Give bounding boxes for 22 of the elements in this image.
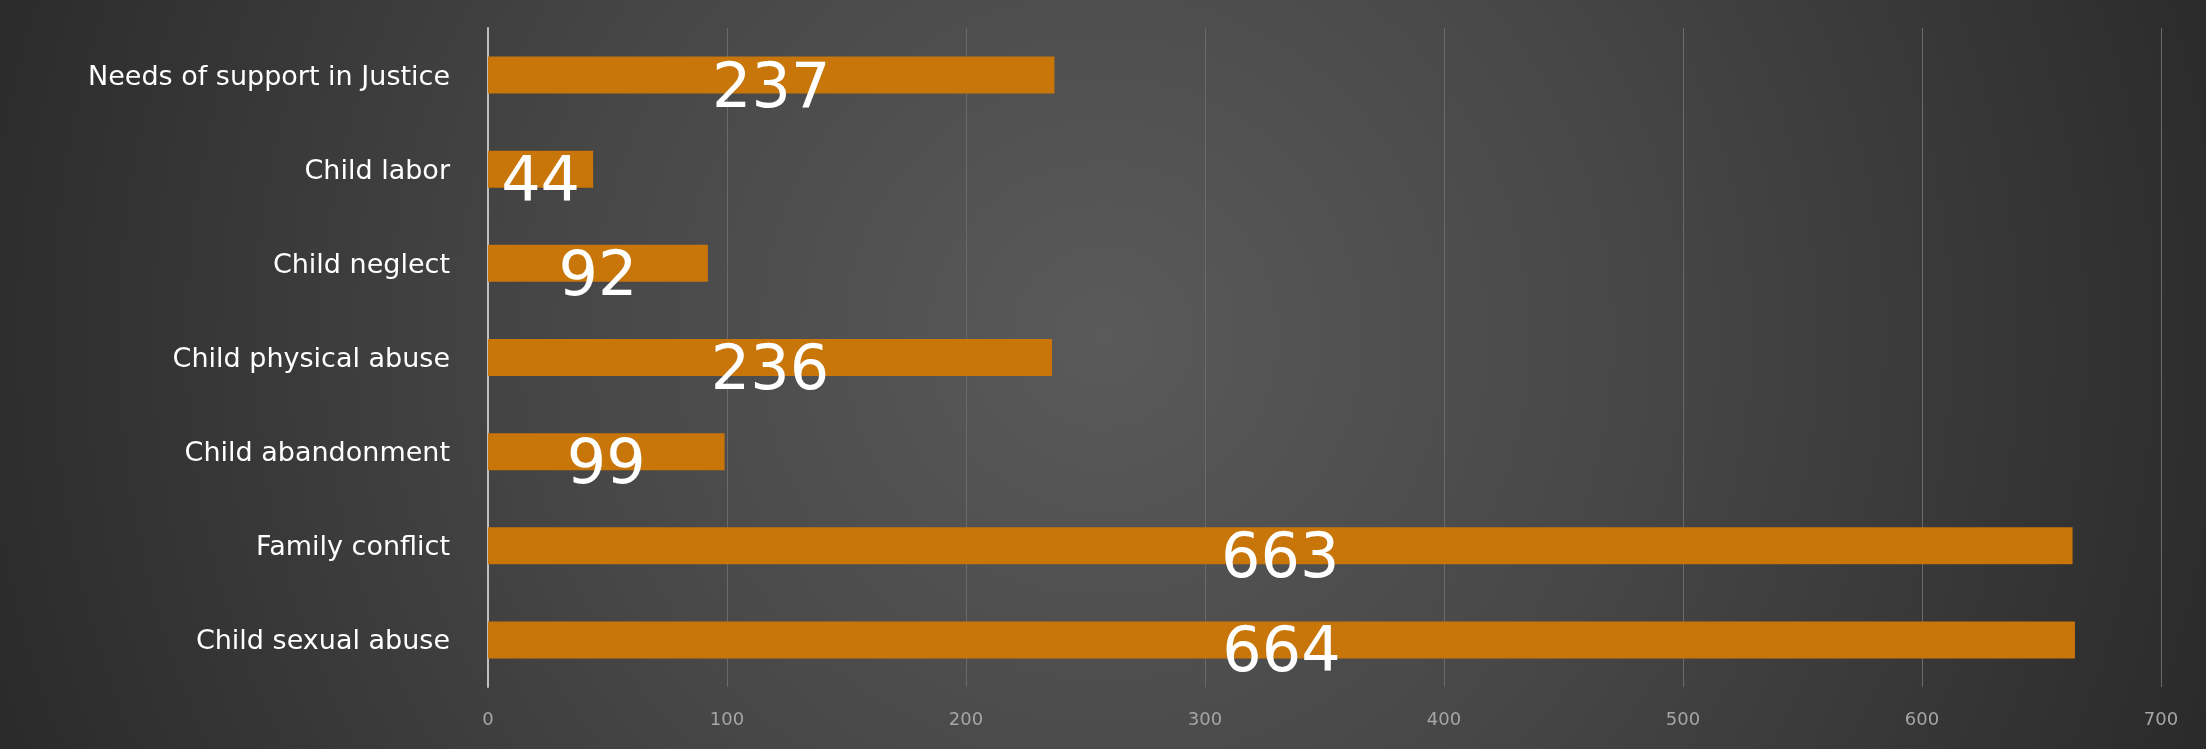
x-tick-label: 500 [1665,707,1701,729]
x-tick-label: 700 [2143,707,2179,729]
y-tick-label: Child physical abuse [172,342,450,373]
y-tick-label: Child sexual abuse [195,624,450,656]
y-tick-label: Child abandonment [184,436,450,468]
x-tick-label: 600 [1904,707,1940,729]
y-tick-label: Child labor [304,153,451,185]
y-tick-label: Child neglect [272,247,450,279]
x-tick-label: 100 [709,707,745,729]
x-tick-label: 0 [482,707,494,729]
x-tick-label: 300 [1187,707,1223,729]
x-tick-label: 400 [1426,707,1462,729]
x-tick-label: 200 [948,707,984,729]
data-label: 664 [1222,613,1341,687]
data-label: 236 [710,331,830,404]
y-tick-label: Needs of support in Justice [88,59,450,91]
data-label: 44 [501,142,581,216]
y-tick-label: Family conflict [256,530,450,562]
data-label: 92 [558,236,638,310]
data-label: 663 [1221,519,1340,593]
data-label: 237 [712,48,831,122]
data-label: 99 [566,425,646,499]
